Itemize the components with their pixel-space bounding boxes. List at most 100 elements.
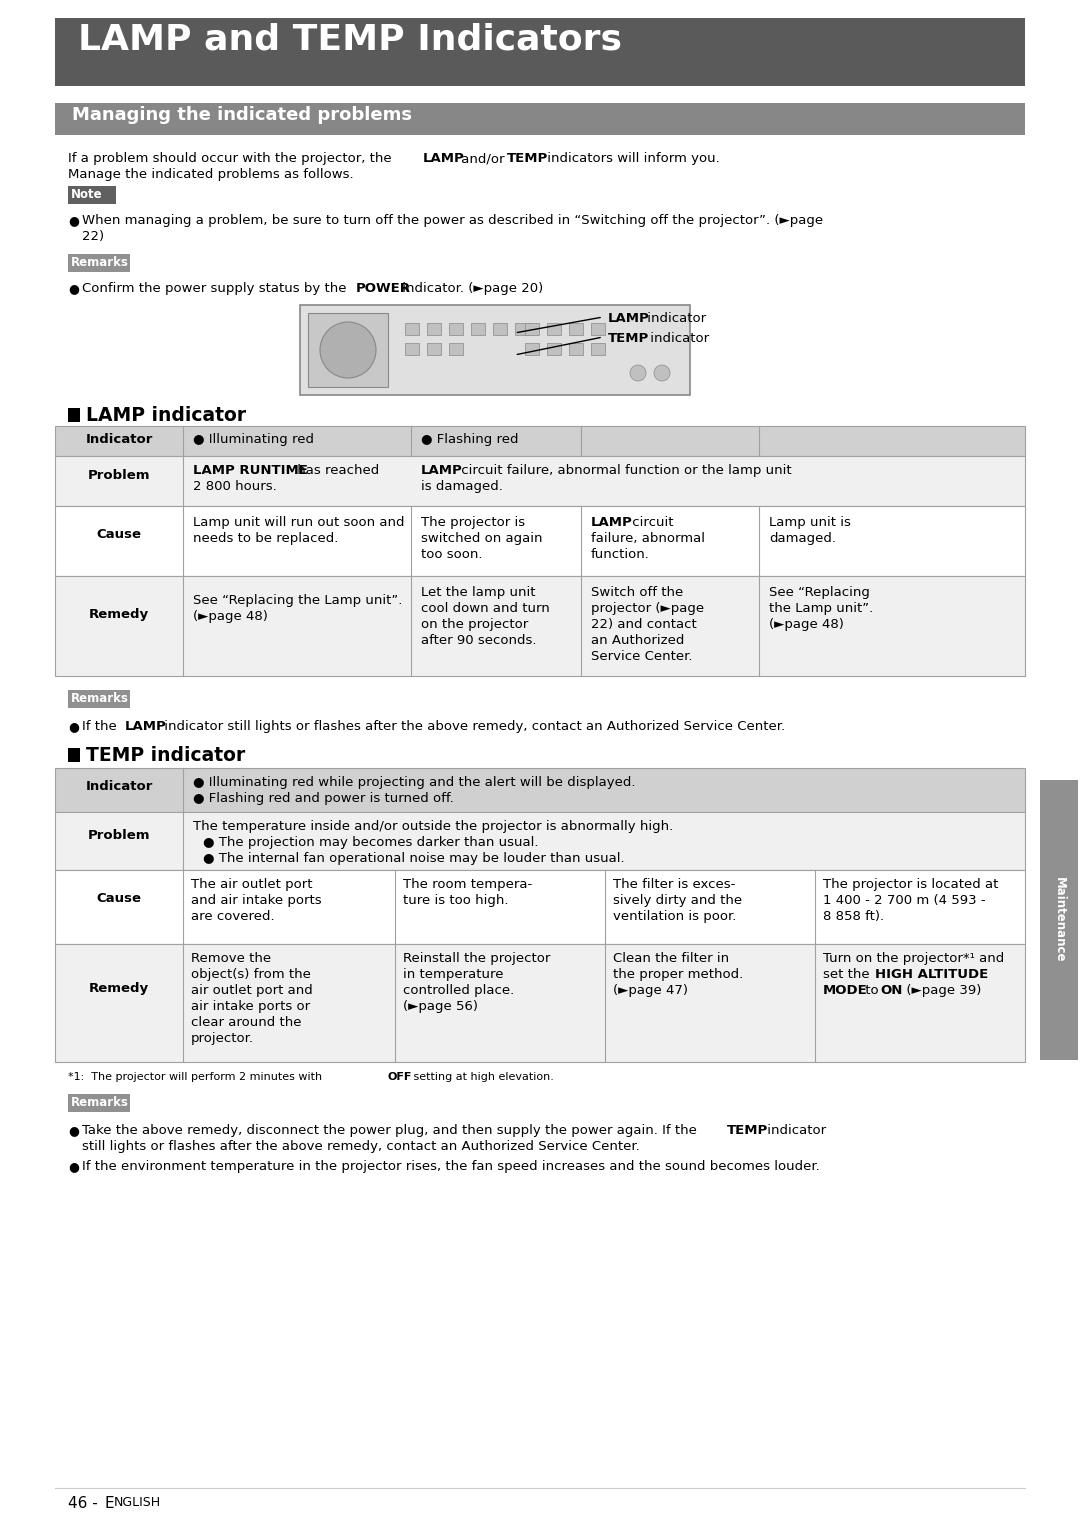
Text: The room tempera-: The room tempera- [403,878,532,890]
Text: ●: ● [68,1161,79,1173]
Circle shape [654,365,670,382]
Text: Switch off the: Switch off the [591,586,684,599]
Text: 8 858 ft).: 8 858 ft). [823,910,885,922]
Text: Service Center.: Service Center. [591,651,692,663]
Text: . (►page 39): . (►page 39) [897,983,982,997]
Text: ●: ● [68,214,79,228]
Text: the Lamp unit”.: the Lamp unit”. [769,602,874,615]
Text: an Authorized: an Authorized [591,634,685,647]
Text: The projector is: The projector is [421,516,525,528]
Text: If the environment temperature in the projector rises, the fan speed increases a: If the environment temperature in the pr… [82,1161,820,1173]
Text: Turn on the projector*¹ and: Turn on the projector*¹ and [823,951,1004,965]
Text: and air intake ports: and air intake ports [191,893,322,907]
Text: TEMP: TEMP [507,153,549,165]
Text: LAMP: LAMP [125,721,166,733]
Circle shape [630,365,646,382]
Circle shape [320,322,376,379]
Text: LAMP indicator: LAMP indicator [86,406,246,425]
Bar [525,324,539,334]
Text: 46 -: 46 - [68,1496,103,1512]
Bar [525,344,539,354]
Bar [405,344,419,354]
Text: has reached: has reached [293,464,379,476]
Text: indicator: indicator [762,1124,826,1138]
Text: Problem: Problem [87,469,150,483]
Text: and/or: and/or [457,153,509,165]
Text: MODE: MODE [823,983,867,997]
Text: projector (►page: projector (►page [591,602,704,615]
Text: ● Flashing red: ● Flashing red [421,434,518,446]
Text: circuit failure, abnormal function or the lamp unit: circuit failure, abnormal function or th… [457,464,792,476]
Bar [405,324,419,334]
Text: Cause: Cause [96,528,141,541]
Bar [449,324,463,334]
Text: switched on again: switched on again [421,531,542,545]
Text: LAMP and TEMP Indicators: LAMP and TEMP Indicators [78,21,622,56]
Text: ture is too high.: ture is too high. [403,893,509,907]
Text: air outlet port and: air outlet port and [191,983,313,997]
Text: See “Replacing the Lamp unit”.: See “Replacing the Lamp unit”. [193,594,403,608]
Text: clear around the: clear around the [191,1015,301,1029]
Text: The air outlet port: The air outlet port [191,878,312,890]
Text: ● The projection may becomes darker than usual.: ● The projection may becomes darker than… [203,835,539,849]
Text: air intake ports or: air intake ports or [191,1000,310,1012]
Text: Indicator: Indicator [85,434,152,446]
Text: LAMP: LAMP [423,153,464,165]
Bar [68,1093,130,1112]
Text: Let the lamp unit: Let the lamp unit [421,586,536,599]
Text: Manage the indicated problems as follows.: Manage the indicated problems as follows… [68,168,353,182]
Bar [55,457,1025,505]
Text: failure, abnormal: failure, abnormal [591,531,705,545]
Text: Maintenance: Maintenance [1053,876,1066,962]
Text: E: E [105,1496,114,1512]
Bar [68,408,80,421]
Text: is damaged.: is damaged. [421,479,503,493]
Text: Reinstall the projector: Reinstall the projector [403,951,551,965]
Text: LAMP RUNTIME: LAMP RUNTIME [193,464,308,476]
Text: The temperature inside and/or outside the projector is abnormally high.: The temperature inside and/or outside th… [193,820,673,834]
Text: 1 400 - 2 700 m (4 593 -: 1 400 - 2 700 m (4 593 - [823,893,986,907]
Text: are covered.: are covered. [191,910,274,922]
Text: LAMP: LAMP [591,516,633,528]
Text: Cause: Cause [96,892,141,906]
Text: sively dirty and the: sively dirty and the [613,893,742,907]
Text: See “Replacing: See “Replacing [769,586,869,599]
Text: the proper method.: the proper method. [613,968,743,980]
Text: LAMP: LAMP [421,464,462,476]
Text: If a problem should occur with the projector, the: If a problem should occur with the proje… [68,153,396,165]
Text: When managing a problem, be sure to turn off the power as described in “Switchin: When managing a problem, be sure to turn… [82,214,823,228]
Bar [427,324,441,334]
Bar [1040,780,1078,1060]
Text: after 90 seconds.: after 90 seconds. [421,634,537,647]
Text: ● Illuminating red: ● Illuminating red [193,434,314,446]
Bar [546,344,561,354]
Text: (►page 48): (►page 48) [193,609,268,623]
Text: POWER: POWER [356,282,411,295]
Text: Take the above remedy, disconnect the power plug, and then supply the power agai: Take the above remedy, disconnect the po… [82,1124,701,1138]
Text: *1:  The projector will perform 2 minutes with: *1: The projector will perform 2 minutes… [68,1072,326,1083]
Bar [55,944,1025,1061]
Bar [55,576,1025,676]
Text: indicators will inform you.: indicators will inform you. [543,153,719,165]
Text: HIGH ALTITUDE: HIGH ALTITUDE [875,968,988,980]
Bar [427,344,441,354]
Bar [515,324,529,334]
Text: If the: If the [82,721,121,733]
Text: LAMP: LAMP [608,312,650,325]
Bar [591,344,605,354]
Text: Problem: Problem [87,829,150,841]
Bar [300,305,690,395]
Text: circuit: circuit [627,516,674,528]
Text: set the: set the [823,968,874,980]
Text: Note: Note [71,188,103,202]
Text: cool down and turn: cool down and turn [421,602,550,615]
Bar [569,324,583,334]
Text: needs to be replaced.: needs to be replaced. [193,531,338,545]
Bar [55,505,1025,576]
Text: TEMP indicator: TEMP indicator [86,747,245,765]
Text: Lamp unit will run out soon and: Lamp unit will run out soon and [193,516,405,528]
Text: Remarks: Remarks [71,1096,129,1109]
Bar [68,748,80,762]
Bar [68,690,130,709]
Text: controlled place.: controlled place. [403,983,514,997]
